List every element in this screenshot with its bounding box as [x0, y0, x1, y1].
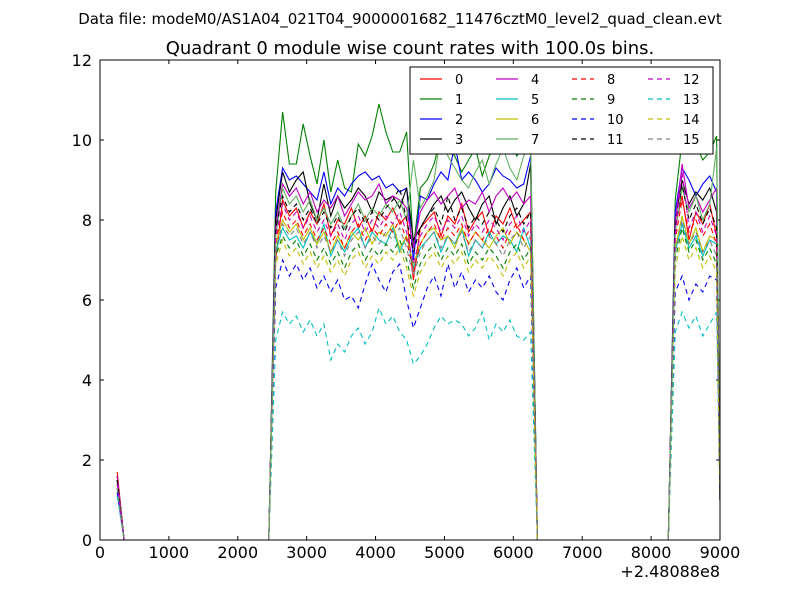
- x-tick-label: 2000: [217, 543, 258, 562]
- legend-label: 7: [531, 133, 539, 148]
- series-line-3: [268, 163, 538, 540]
- legend-item-8: 8: [572, 73, 615, 88]
- series-line-6: [268, 218, 538, 540]
- legend-label: 12: [683, 73, 700, 88]
- legend-label: 6: [531, 113, 539, 128]
- legend-item-2: 2: [420, 113, 463, 128]
- series-line-9: [667, 227, 720, 540]
- series-line-14: [268, 238, 538, 540]
- legend-label: 4: [531, 73, 539, 88]
- y-tick-label: 0: [82, 531, 92, 550]
- legend-item-4: 4: [496, 73, 539, 88]
- series-line-7: [268, 131, 538, 540]
- x-tick-label: 6000: [493, 543, 534, 562]
- legend-item-14: 14: [648, 113, 700, 128]
- legend-item-10: 10: [572, 113, 624, 128]
- series-line-12: [667, 171, 720, 540]
- legend-item-7: 7: [496, 133, 539, 148]
- y-tick-labels: 0 2 4 6 8 10 12: [72, 51, 92, 550]
- plot-frame: [99, 59, 721, 541]
- series-9: [116, 227, 720, 540]
- series-line-14: [667, 235, 720, 540]
- series-line-7: [667, 147, 720, 540]
- legend-item-5: 5: [496, 93, 539, 108]
- legend-item-12: 12: [648, 73, 700, 88]
- y-tick-label: 8: [82, 211, 92, 230]
- series-line-15: [667, 219, 720, 540]
- figure-suptitle: Data file: modeM0/AS1A04_021T04_90000016…: [78, 10, 722, 29]
- series-line-8: [268, 210, 538, 540]
- legend-label: 8: [607, 73, 615, 88]
- series-line-9: [268, 234, 538, 540]
- series-line-12: [116, 483, 125, 540]
- series-line-8: [667, 199, 720, 540]
- legend-label: 0: [455, 73, 463, 88]
- y-tick-label: 4: [82, 371, 92, 390]
- legend-label: 5: [531, 93, 539, 108]
- legend-item-1: 1: [420, 93, 463, 108]
- series-line-4: [268, 182, 538, 540]
- x-tick-label: 3000: [286, 543, 327, 562]
- series-15: [116, 219, 720, 540]
- legend-item-9: 9: [572, 93, 615, 108]
- series-line-13: [268, 306, 538, 540]
- series-14: [116, 235, 720, 540]
- legend-label: 10: [607, 113, 624, 128]
- series-line-2: [268, 143, 538, 540]
- x-tick-label: 0: [95, 543, 105, 562]
- legend-item-0: 0: [420, 73, 463, 88]
- legend-item-6: 6: [496, 113, 539, 128]
- series-line-5: [268, 221, 538, 540]
- y-tick-label: 12: [72, 51, 92, 70]
- series-line-15: [268, 222, 538, 540]
- x-tick-label: 9000: [700, 543, 741, 562]
- legend-label: 11: [607, 133, 624, 148]
- series-line-10: [268, 258, 538, 540]
- legend-label: 3: [455, 133, 463, 148]
- x-tick-label: 1000: [149, 543, 190, 562]
- legend-item-11: 11: [572, 133, 624, 148]
- series-line-12: [268, 202, 538, 540]
- legend-label: 13: [683, 93, 700, 108]
- chart-title: Quadrant 0 module wise count rates with …: [166, 38, 655, 59]
- series-lines: [116, 103, 720, 540]
- x-tick-label: 5000: [424, 543, 465, 562]
- y-tick-label: 10: [72, 131, 92, 150]
- y-tick-label: 2: [82, 451, 92, 470]
- x-offset-label: +2.48088e8: [620, 562, 720, 581]
- x-tick-label: 8000: [631, 543, 672, 562]
- legend-item-13: 13: [648, 93, 700, 108]
- x-tick-label: 4000: [355, 543, 396, 562]
- series-line-10: [667, 274, 720, 540]
- series-line-0: [268, 197, 538, 540]
- y-tick-label: 6: [82, 291, 92, 310]
- legend-item-15: 15: [648, 133, 700, 148]
- legend-box: [409, 66, 714, 155]
- x-tick-label: 7000: [562, 543, 603, 562]
- series-12: [116, 171, 720, 540]
- legend-label: 14: [683, 113, 700, 128]
- legend-label: 15: [683, 133, 700, 148]
- series-line-11: [268, 186, 538, 540]
- legend-label: 2: [455, 113, 463, 128]
- legend-item-3: 3: [420, 133, 463, 148]
- x-tick-labels: 0 1000 2000 3000 4000 5000 6000 7000 8000 9000: [95, 543, 740, 562]
- legend-label: 1: [455, 93, 463, 108]
- legend-label: 9: [607, 93, 615, 108]
